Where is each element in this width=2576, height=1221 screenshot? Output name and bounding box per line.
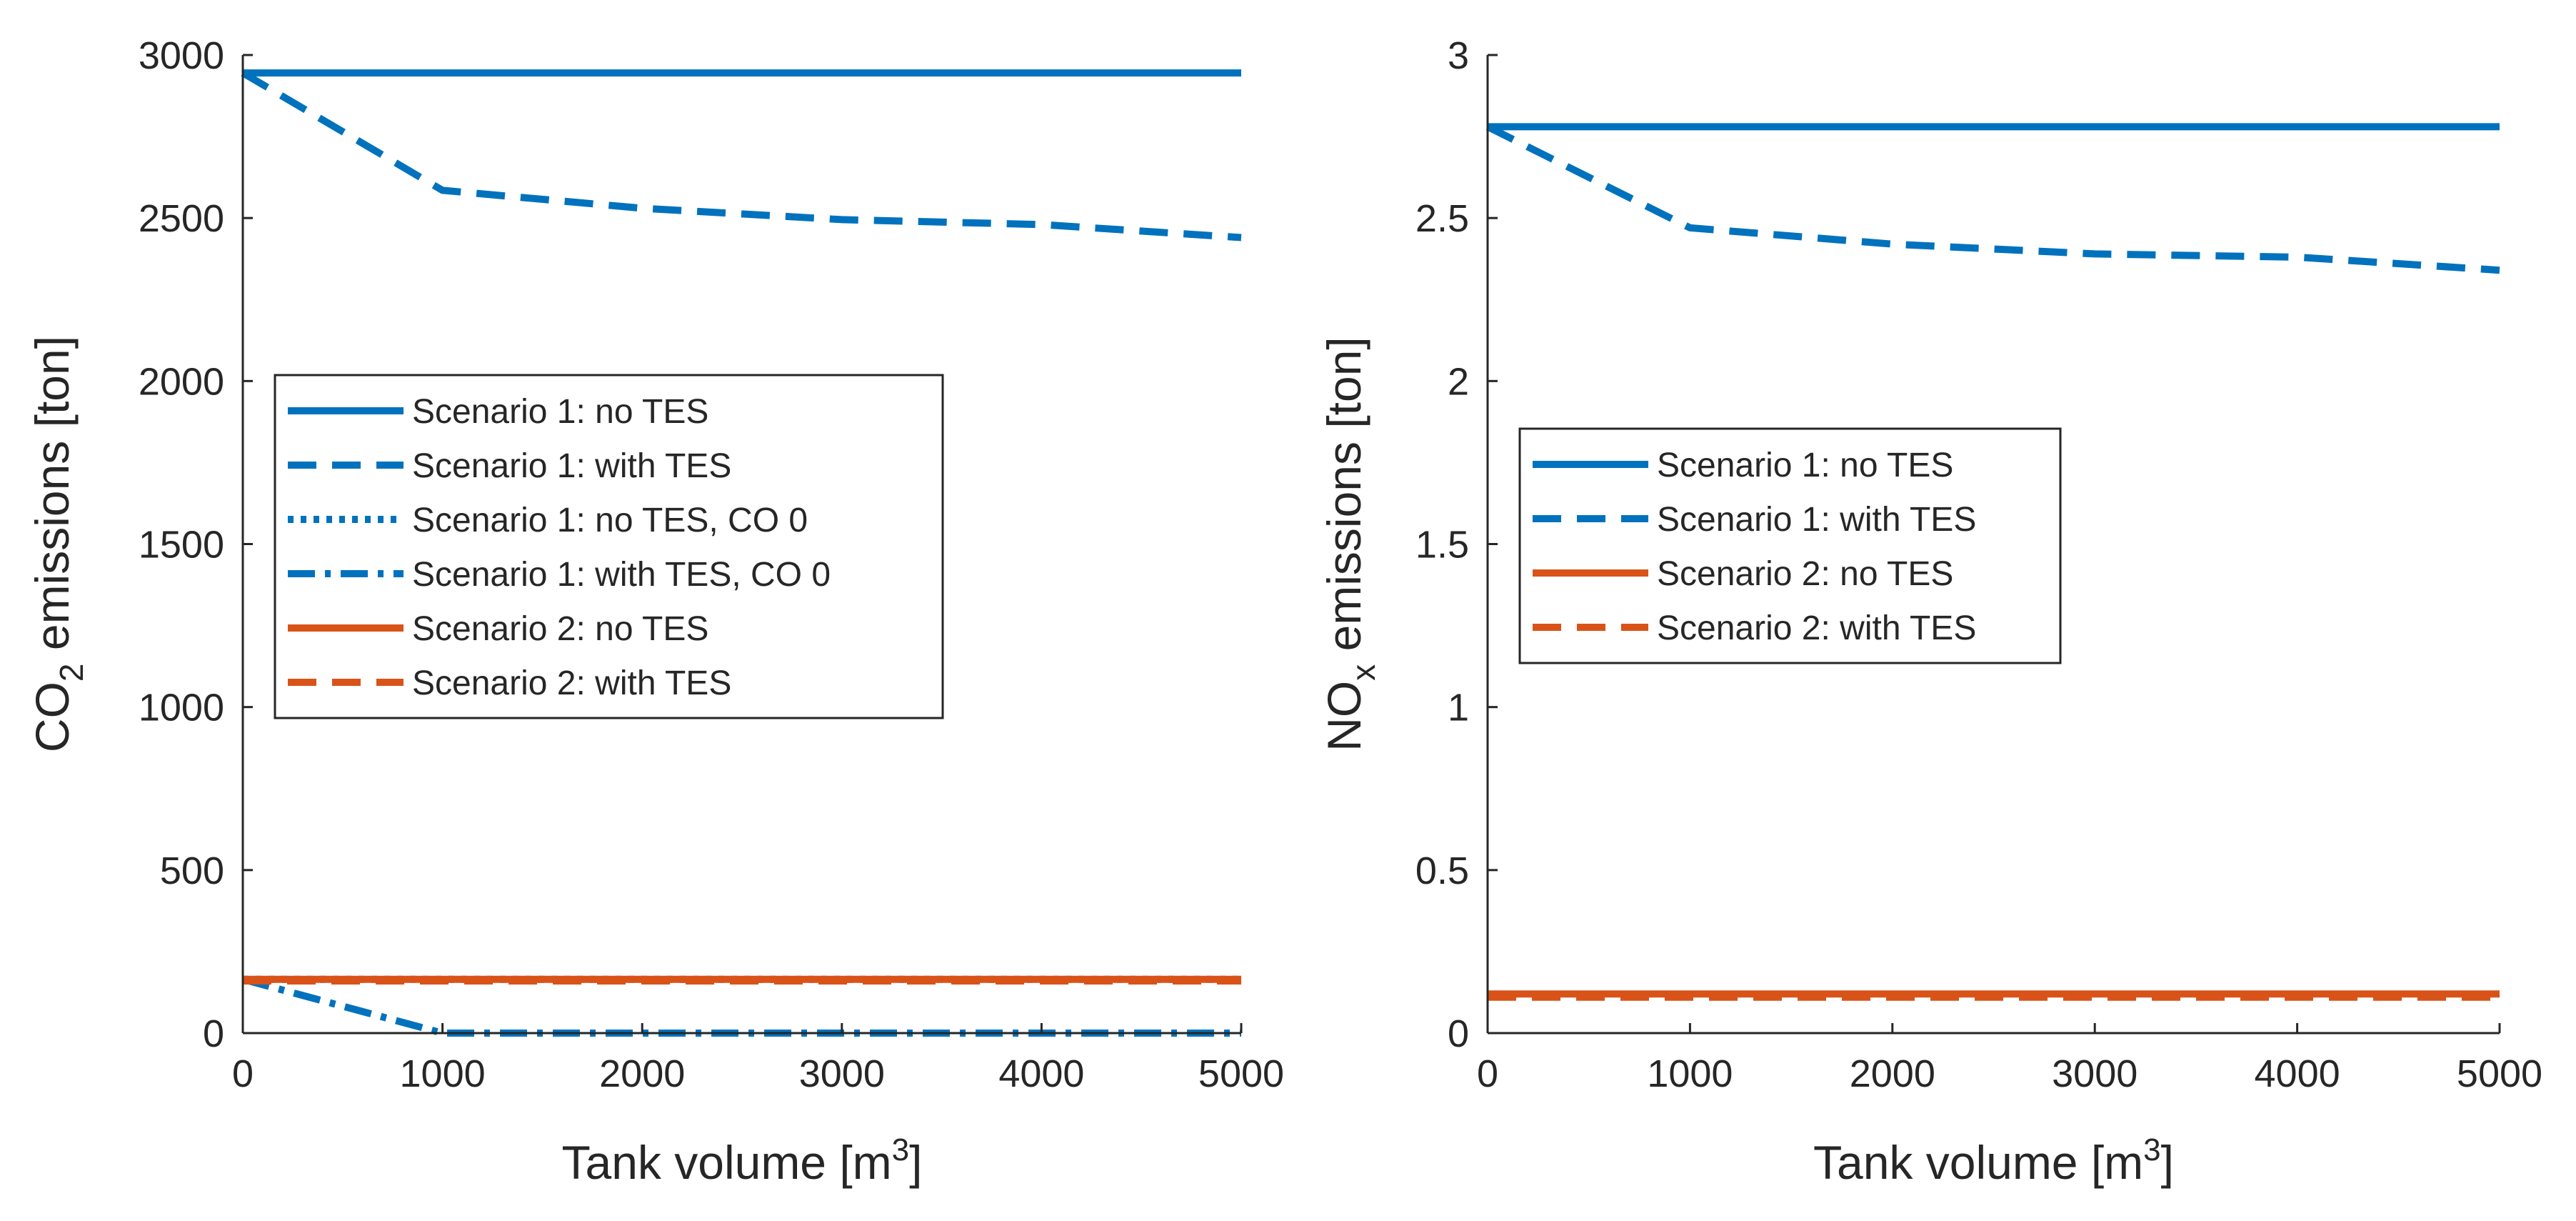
legend-label-2: Scenario 1: no TES, CO 0 bbox=[412, 502, 808, 539]
x-tick-label: 5000 bbox=[2457, 1052, 2542, 1095]
x-tick-label: 0 bbox=[232, 1052, 254, 1095]
y-tick-label: 0 bbox=[1448, 1012, 1469, 1055]
x-tick-label: 2000 bbox=[599, 1052, 685, 1095]
x-tick-label: 4000 bbox=[2255, 1052, 2340, 1095]
y-tick-label: 2 bbox=[1448, 360, 1469, 403]
series-line-1 bbox=[1485, 123, 2500, 274]
legend-label-1: Scenario 1: with TES bbox=[1657, 501, 1976, 539]
y-tick-label: 1000 bbox=[139, 687, 224, 729]
x-tick-label: 1000 bbox=[400, 1052, 486, 1095]
y-axis-label: CO2 emissions [ton] bbox=[26, 336, 90, 752]
y-tick-label: 2.5 bbox=[1415, 197, 1469, 240]
y-tick-label: 1.5 bbox=[1415, 524, 1469, 567]
series-group bbox=[1485, 123, 2500, 1001]
series-group bbox=[241, 69, 1242, 1037]
y-axis-label: NOx emissions [ton] bbox=[1318, 337, 1382, 752]
x-tick-label: 1000 bbox=[1647, 1052, 1733, 1095]
legend-label-2: Scenario 2: no TES bbox=[1657, 555, 1953, 593]
y-tick-label: 0 bbox=[203, 1012, 224, 1055]
y-tick-label: 2500 bbox=[139, 197, 224, 240]
legend-label-4: Scenario 2: no TES bbox=[412, 610, 708, 648]
y-tick-label: 500 bbox=[160, 849, 224, 892]
legend: Scenario 1: no TES Scenario 1: with TES Sc… bbox=[274, 374, 944, 719]
x-tick-label: 3000 bbox=[2052, 1052, 2138, 1095]
legend-label-0: Scenario 1: no TES bbox=[1657, 447, 1953, 484]
legend-label-0: Scenario 1: no TES bbox=[412, 393, 708, 431]
x-tick-label: 2000 bbox=[1850, 1052, 1935, 1095]
y-tick-label: 0.5 bbox=[1415, 849, 1469, 892]
y-tick-label: 3 bbox=[1448, 34, 1469, 77]
x-tick-label: 0 bbox=[1477, 1052, 1498, 1095]
y-tick-label: 3000 bbox=[139, 34, 224, 77]
legend-label-3: Scenario 2: with TES bbox=[1657, 609, 1976, 647]
legend-label-5: Scenario 2: with TES bbox=[412, 664, 731, 702]
y-tick-label: 1 bbox=[1448, 687, 1469, 729]
legend-label-3: Scenario 1: with TES, CO 0 bbox=[412, 556, 831, 594]
co2-emissions-chart: 0 1000 2000 3000 4000 5000 0 500 1000 1500 2000 250… bbox=[26, 34, 1284, 1189]
y-tick-label: 1500 bbox=[139, 524, 224, 567]
x-axis-label: Tank volume [m3] bbox=[1813, 1132, 2174, 1189]
legend-box bbox=[274, 374, 944, 719]
x-tick-label: 3000 bbox=[799, 1052, 885, 1095]
x-axis-label: Tank volume [m3] bbox=[562, 1132, 923, 1189]
series-line-1 bbox=[241, 69, 1242, 241]
nox-emissions-chart: 0 1000 2000 3000 4000 5000 0 0.5 1 1.5 2 2.5 3 Tank v… bbox=[1318, 34, 2542, 1189]
x-tick-label: 5000 bbox=[1198, 1052, 1284, 1095]
y-tick-label: 2000 bbox=[139, 360, 224, 403]
series-line-3 bbox=[241, 975, 1241, 1037]
x-tick-label: 4000 bbox=[998, 1052, 1084, 1095]
legend-label-1: Scenario 1: with TES bbox=[412, 447, 731, 485]
legend: Scenario 1: no TES Scenario 1: with TES Sc… bbox=[1518, 427, 2062, 664]
